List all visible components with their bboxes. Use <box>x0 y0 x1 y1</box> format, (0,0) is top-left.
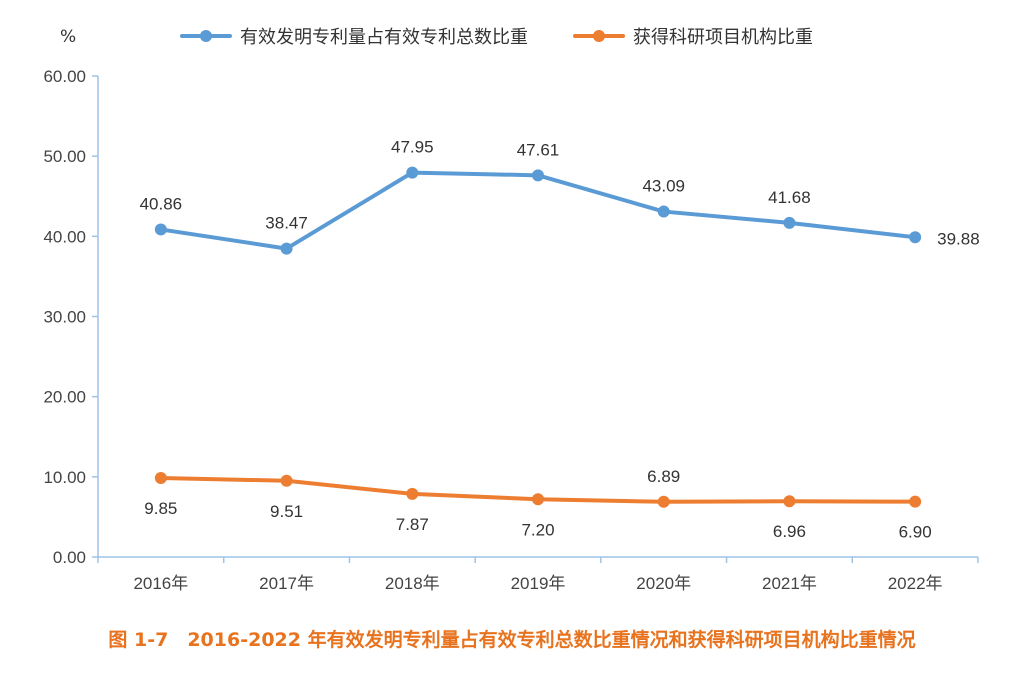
data-point <box>909 495 922 508</box>
data-point <box>783 216 796 229</box>
legend-item-2: 获得科研项目机构比重 <box>573 27 813 48</box>
figure-caption: 图 1-7 2016-2022 年有效发明专利量占有效专利总数比重情况和获得科研… <box>108 629 916 651</box>
x-tick-label: 2016年 <box>133 574 188 593</box>
legend-label: 获得科研项目机构比重 <box>633 27 813 48</box>
legend-item-1: 有效发明专利量占有效专利总数比重 <box>180 27 528 48</box>
y-unit-label: % <box>60 27 76 47</box>
x-tick-label: 2021年 <box>762 574 817 593</box>
series-1-line <box>158 170 918 251</box>
y-tick-label: 40.00 <box>43 227 86 246</box>
data-label: 43.09 <box>642 177 685 196</box>
data-point <box>657 205 670 218</box>
x-tick-label: 2019年 <box>511 574 566 593</box>
axes: 0.00 10.00 20.00 30.00 40.00 50.00 60.00 2016年 2… <box>43 67 979 593</box>
legend-label: 有效发明专利量占有效专利总数比重 <box>240 27 528 48</box>
data-point <box>909 231 922 244</box>
x-tick-label: 2020年 <box>636 574 691 593</box>
y-tick-label: 0.00 <box>53 548 86 567</box>
data-label: 6.96 <box>773 522 806 541</box>
legend: 有效发明专利量占有效专利总数比重 获得科研项目机构比重 <box>180 27 813 48</box>
data-label: 7.87 <box>396 515 429 534</box>
y-tick-label: 30.00 <box>43 308 86 327</box>
x-tick-label: 2022年 <box>888 574 943 593</box>
data-point <box>406 166 419 179</box>
legend-swatch-marker <box>200 30 212 42</box>
y-tick-label: 50.00 <box>43 147 86 166</box>
series-2: 9.85 9.51 7.87 7.20 6.89 6.96 6.90 <box>144 467 931 542</box>
x-tick-label: 2018年 <box>385 574 440 593</box>
data-point <box>783 495 796 508</box>
data-point <box>154 472 167 485</box>
data-label: 7.20 <box>521 520 554 539</box>
data-label: 9.85 <box>144 499 177 518</box>
series-1: 40.86 38.47 47.95 47.61 43.09 41.68 39.88 <box>140 138 980 255</box>
data-point <box>154 223 167 236</box>
data-point <box>532 169 544 182</box>
data-point <box>280 242 293 255</box>
data-label: 39.88 <box>937 229 980 248</box>
data-label: 40.86 <box>140 194 183 213</box>
data-point <box>406 487 419 500</box>
data-label: 47.61 <box>517 140 560 159</box>
line-chart: % 有效发明专利量占有效专利总数比重 获得科研项目机构比重 0.00 10.00 20… <box>43 27 980 593</box>
data-point <box>532 493 544 506</box>
data-label: 9.51 <box>270 502 303 521</box>
data-label: 6.90 <box>899 523 932 542</box>
data-point <box>280 474 293 487</box>
data-label: 38.47 <box>265 214 308 233</box>
y-tick-label: 10.00 <box>43 468 86 487</box>
data-point <box>657 495 670 508</box>
x-tick-label: 2017年 <box>259 574 314 593</box>
y-tick-label: 60.00 <box>43 67 86 86</box>
data-label: 47.95 <box>391 138 434 157</box>
y-tick-label: 20.00 <box>43 388 86 407</box>
data-label: 41.68 <box>768 188 811 207</box>
legend-swatch-marker <box>593 30 605 42</box>
data-label: 6.89 <box>647 467 680 486</box>
